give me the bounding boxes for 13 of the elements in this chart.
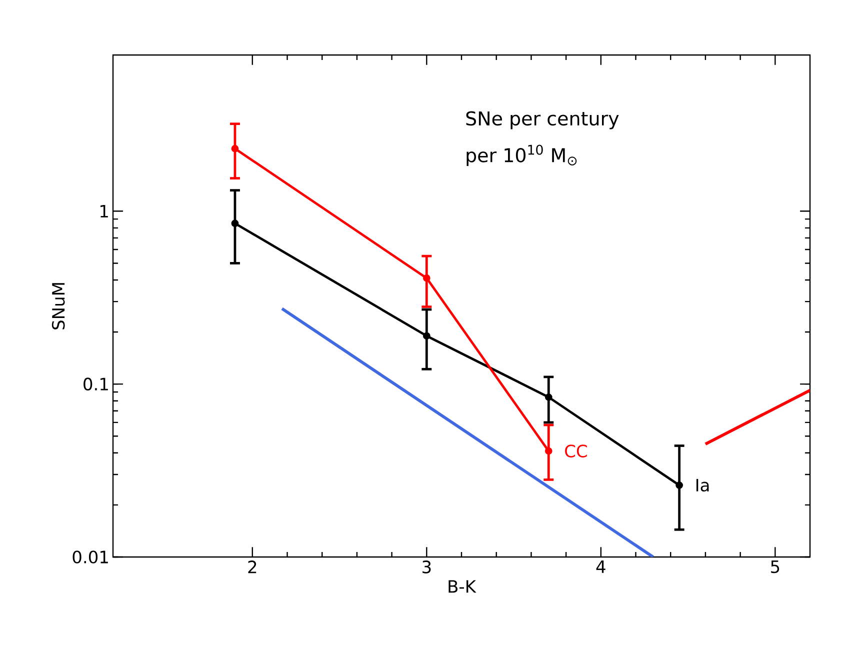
annotation: per 10$^{10}$ M$_{⊙}$ xyxy=(466,144,577,166)
x-tick-label: 5 xyxy=(771,560,780,574)
y-tick-label: 0.1 xyxy=(84,378,108,391)
x-tick-label: 3 xyxy=(422,560,431,574)
y-axis-title: SNuM xyxy=(52,283,65,330)
x-tick-label: 2 xyxy=(248,560,256,574)
y-tick-label: 0.01 xyxy=(72,550,108,564)
series-label: CC xyxy=(565,444,587,458)
series-label: Ia xyxy=(696,478,709,492)
x-tick-label: 4 xyxy=(596,560,606,573)
y-tick-label: 1 xyxy=(100,204,108,218)
x-axis-title: B-K xyxy=(448,580,476,593)
annotation: SNe per century xyxy=(466,111,619,130)
